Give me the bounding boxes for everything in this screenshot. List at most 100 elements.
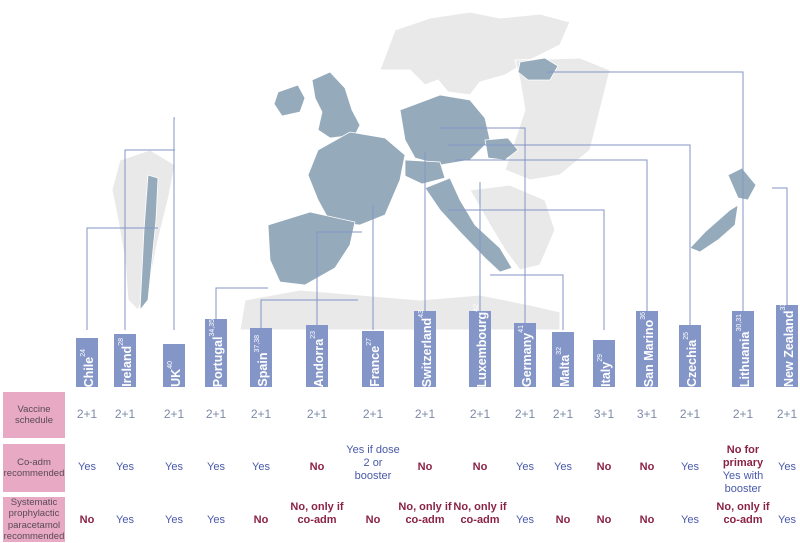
schedule-cell-germany: 2+1	[514, 407, 536, 421]
country-name-portugal: Portugal34,35	[209, 318, 226, 387]
map-new-zealand	[689, 167, 757, 253]
schedule-cell-switzerland: 2+1	[414, 407, 436, 421]
coadm-cell-czechia: Yes	[681, 460, 699, 473]
map-eastern-europe	[504, 57, 611, 181]
map-britain	[311, 71, 361, 139]
coadm-cell-spain: Yes	[252, 460, 270, 473]
coadm-cell-lithuania: No for primary Yes with booster	[722, 444, 764, 496]
connector-portugal	[215, 287, 268, 319]
country-name-czechia: Czechia25	[683, 331, 700, 387]
country-ref-new-zealand: 33,34	[780, 293, 788, 311]
coadm-cell-new-zealand: Yes	[778, 460, 796, 473]
paracetamol-cell-portugal: Yes	[207, 513, 225, 526]
connector-spain	[260, 299, 358, 328]
coadm-cell-italy: No	[596, 460, 612, 473]
coadm-cell-ireland: Yes	[116, 460, 134, 473]
country-bar-switzerland: Switzerland43	[414, 310, 436, 387]
paracetamol-cell-czechia: Yes	[681, 513, 699, 526]
coadm-cell-andorra: No	[309, 460, 325, 473]
country-ref-czechia: 25	[683, 331, 691, 340]
paracetamol-cell-malta: No	[555, 513, 571, 526]
country-ref-chile: 24	[80, 348, 88, 357]
map-france	[307, 131, 406, 226]
country-bar-lithuania: Lithuania30,31	[732, 311, 754, 387]
schedule-cell-chile: 2+1	[76, 407, 98, 421]
country-ref-spain: 37,38	[254, 335, 262, 353]
paracetamol-cell-lithuania: No, only if co-adm	[716, 500, 770, 526]
country-ref-andorra: 23	[310, 330, 318, 339]
schedule-cell-san-marino: 3+1	[636, 407, 658, 421]
coadm-cell-uk: Yes	[165, 460, 183, 473]
map-ireland	[273, 84, 306, 117]
country-ref-malta: 32	[556, 347, 564, 356]
connector-new-zealand	[772, 187, 788, 305]
map-germany	[399, 94, 491, 166]
connector-germany	[440, 127, 526, 323]
schedule-cell-france: 2+1	[362, 407, 384, 421]
country-bar-luxembourg: Luxembourg42	[469, 304, 491, 387]
country-name-switzerland: Switzerland43	[418, 309, 435, 387]
country-name-germany: Germany41	[518, 325, 535, 387]
paracetamol-cell-italy: No	[596, 513, 612, 526]
country-name-new-zealand: New Zealand33,34	[780, 293, 797, 387]
connector-italy	[448, 209, 605, 330]
paracetamol-cell-new-zealand: Yes	[778, 513, 796, 526]
country-bar-germany: Germany41	[514, 323, 536, 387]
connector-czechia	[448, 144, 691, 325]
schedule-cell-new-zealand: 2+1	[776, 407, 798, 421]
connector-andorra	[316, 231, 362, 325]
country-bar-france: France27	[362, 331, 384, 387]
schedule-cell-spain: 2+1	[250, 407, 272, 421]
schedule-cell-italy: 3+1	[593, 407, 615, 421]
paracetamol-cell-france: No	[365, 513, 381, 526]
row-header-paracetamol: Systematic prophylactic paracetamol reco…	[3, 496, 65, 542]
europe-map	[86, 11, 788, 330]
connector-uk	[173, 117, 175, 330]
country-bar-uk: UK40	[163, 344, 185, 387]
paracetamol-cell-uk: Yes	[165, 513, 183, 526]
schedule-cell-czechia: 2+1	[679, 407, 701, 421]
paracetamol-cell-andorra: No, only if co-adm	[290, 500, 344, 526]
country-name-france: France27	[366, 338, 383, 387]
country-bar-malta: Malta32	[552, 332, 574, 387]
connector-lithuania	[547, 71, 744, 311]
map-czechia	[484, 137, 519, 161]
country-name-uk: UK40	[167, 361, 184, 387]
connector-ireland	[124, 149, 175, 330]
country-bar-andorra: Andorra23	[306, 325, 328, 387]
country-ref-germany: 41	[518, 325, 526, 333]
schedule-cell-lithuania: 2+1	[732, 407, 754, 421]
paracetamol-cell-luxembourg: No, only if co-adm	[453, 500, 507, 526]
country-ref-portugal: 34,35	[209, 318, 217, 337]
country-ref-uk: 40	[167, 361, 175, 369]
country-name-malta: Malta32	[556, 347, 573, 387]
row-header-co-adm: Co-adm recommended	[3, 444, 65, 492]
schedule-cell-malta: 2+1	[552, 407, 574, 421]
paracetamol-cell-switzerland: No, only if co-adm	[398, 500, 452, 526]
coadm-cell-germany: Yes	[516, 460, 534, 473]
map-italy	[424, 177, 513, 273]
map-chile	[139, 174, 159, 312]
country-name-luxembourg: Luxembourg42	[473, 303, 490, 388]
coadm-cell-france: Yes if dose 2 or booster	[346, 444, 400, 483]
country-name-andorra: Andorra23	[310, 330, 327, 387]
paracetamol-cell-san-marino: No	[639, 513, 655, 526]
paracetamol-cell-ireland: Yes	[116, 513, 134, 526]
country-name-san-marino: San Marino36	[640, 311, 657, 387]
paracetamol-cell-spain: No	[253, 513, 269, 526]
schedule-cell-uk: 2+1	[163, 407, 185, 421]
connector-chile	[86, 227, 158, 330]
schedule-cell-portugal: 2+1	[205, 407, 227, 421]
connector-san-marino	[455, 159, 648, 311]
country-ref-switzerland: 43	[418, 309, 426, 318]
country-name-chile: Chile24	[80, 348, 97, 387]
country-bar-ireland: Ireland28	[114, 334, 136, 387]
country-bar-portugal: Portugal34,35	[205, 319, 227, 387]
coadm-cell-switzerland: No	[417, 460, 433, 473]
connector-malta	[490, 274, 564, 330]
country-bar-czechia: Czechia25	[679, 325, 701, 387]
schedule-cell-luxembourg: 2+1	[469, 407, 491, 421]
coadm-cell-malta: Yes	[554, 460, 572, 473]
paracetamol-cell-germany: Yes	[516, 513, 534, 526]
map-balkans	[469, 184, 556, 271]
